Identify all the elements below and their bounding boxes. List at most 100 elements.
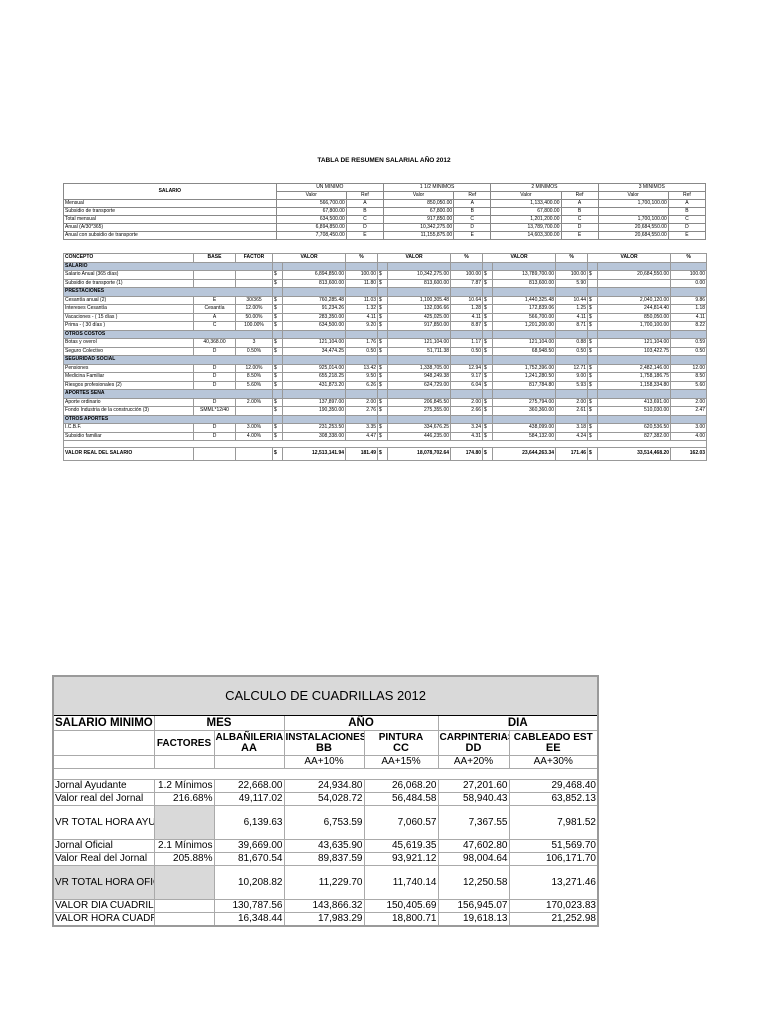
- value: 190,350.00: [281, 406, 347, 416]
- percent: 2.61: [555, 406, 589, 416]
- percent: 6.26: [345, 380, 379, 390]
- percent: 10.64: [450, 295, 484, 305]
- column-header: VALOR: [377, 253, 452, 263]
- value: 827,382.00: [597, 431, 672, 441]
- value: 1,758,186.75: [597, 372, 672, 382]
- value-cell: 634,500.00: [275, 215, 347, 224]
- currency: $: [377, 321, 389, 331]
- increment: AA+15%: [363, 755, 439, 769]
- row-label: Jornal Oficial: [52, 839, 155, 853]
- value-cell: 850,050.00: [382, 199, 455, 208]
- section-label: APORTES SENA: [63, 389, 273, 399]
- section-cell: [450, 414, 484, 424]
- factor: 1.2 Mínimos: [153, 779, 215, 793]
- value: 634,500.00: [281, 321, 347, 331]
- trade-code: EE: [545, 742, 561, 754]
- currency: $: [482, 346, 494, 356]
- concept: Cesantía anual (2): [63, 295, 194, 305]
- currency: $: [482, 423, 494, 433]
- currency: $: [377, 406, 389, 416]
- percent: 9.86: [670, 295, 708, 305]
- section-cell: [482, 355, 494, 365]
- value: 334,676.25: [387, 423, 452, 433]
- currency: $: [587, 270, 599, 280]
- currency: $: [272, 363, 283, 373]
- value: 7,981.52: [508, 805, 599, 840]
- value: 925,014.00: [281, 363, 347, 373]
- value: 206,845.50: [387, 397, 452, 407]
- factor: 3: [235, 338, 273, 348]
- section-cell: [492, 287, 557, 297]
- section-label: SEGURIDAD SOCIAL: [63, 355, 273, 365]
- cost-table: CONCEPTO BASE FACTOR VALOR% VALOR% VALOR% VALO…: [62, 253, 708, 461]
- value: 446,235.00: [387, 431, 452, 441]
- section-cell: [450, 287, 484, 297]
- value-cell: [597, 207, 669, 216]
- section-cell: [597, 389, 672, 399]
- currency: $: [377, 372, 389, 382]
- value: 43,635.90: [283, 839, 365, 853]
- percent: 4.00: [670, 431, 708, 441]
- section-cell: [281, 389, 347, 399]
- currency: $: [272, 372, 283, 382]
- row-label: VR TOTAL HORA OFICIAL: [52, 865, 155, 900]
- base: 40,368.00: [193, 338, 236, 348]
- currency: $: [482, 447, 494, 461]
- ref-cell: C: [453, 215, 492, 224]
- data-row: Valor real del Jornal 216.68% 49,117.02 54,…: [52, 792, 599, 806]
- ref-cell: B: [667, 207, 707, 216]
- data-row: I.C.B.F. D 3.00% $231,253.50 3.35 $334,676.25…: [63, 423, 708, 433]
- value: 51,569.70: [508, 839, 599, 853]
- currency: $: [587, 363, 599, 373]
- section-cell: [272, 287, 283, 297]
- section-cell: [387, 329, 452, 339]
- value: 624,729.00: [387, 380, 452, 390]
- header-row: SALARIO UN MINIMO 1 1/2 MINIMOS 2 MINIMOS 3 …: [63, 183, 707, 200]
- value: 39,669.00: [213, 839, 285, 853]
- ref-cell: B: [345, 207, 384, 216]
- factor: [235, 447, 273, 461]
- section-cell: [482, 389, 494, 399]
- column-header: VALOR: [587, 253, 672, 263]
- percent: 162.03: [670, 447, 708, 461]
- base: C: [193, 321, 236, 331]
- percent: 100.00: [555, 270, 589, 280]
- ref-cell: D: [453, 223, 492, 232]
- section-cell: [272, 389, 283, 399]
- ref-cell: A: [453, 199, 492, 208]
- factor: 205.88%: [153, 852, 215, 866]
- value: 275,355.00: [387, 406, 452, 416]
- section-cell: [387, 355, 452, 365]
- section-cell: [555, 287, 589, 297]
- currency: $: [272, 423, 283, 433]
- data-row: Valor Real del Jornal 205.88% 81,670.54 89,…: [52, 852, 599, 866]
- section-cell: [377, 414, 389, 424]
- percent: 2.00: [555, 397, 589, 407]
- currency: $: [587, 423, 599, 433]
- percent: 0.50: [450, 346, 484, 356]
- column-header: %: [345, 253, 379, 263]
- ref-cell: C: [560, 215, 599, 224]
- percent: 0.50: [555, 346, 589, 356]
- section-cell: [345, 414, 379, 424]
- trade-code: AA: [241, 742, 257, 754]
- row-label: Valor Real del Jornal: [52, 852, 155, 866]
- column-header: FACTOR: [235, 253, 273, 263]
- ref-cell: C: [667, 215, 707, 224]
- increment: AA+20%: [437, 755, 510, 769]
- value: 137,897.00: [281, 397, 347, 407]
- cuadrillas-title: CALCULO DE CUADRILLAS 2012: [52, 675, 599, 716]
- currency: $: [482, 270, 494, 280]
- base: D: [193, 372, 236, 382]
- value: 413,691.00: [597, 397, 672, 407]
- base: D: [193, 363, 236, 373]
- trade-name: CABLEADO EST: [513, 732, 593, 743]
- data-row: Jornal Oficial 2.1 Mínimos 39,669.00 43,635…: [52, 839, 599, 853]
- data-row: Seguro Colectivo D 0.50% $34,474.25 0.50 $51,…: [63, 346, 708, 356]
- section-cell: [387, 287, 452, 297]
- data-row: Cesantía anual (2) E 30/365 $760,285.48 11.0…: [63, 295, 708, 305]
- value-cell: 566,700.00: [275, 199, 347, 208]
- subheader: Valor: [490, 191, 562, 200]
- spacer: [62, 440, 708, 448]
